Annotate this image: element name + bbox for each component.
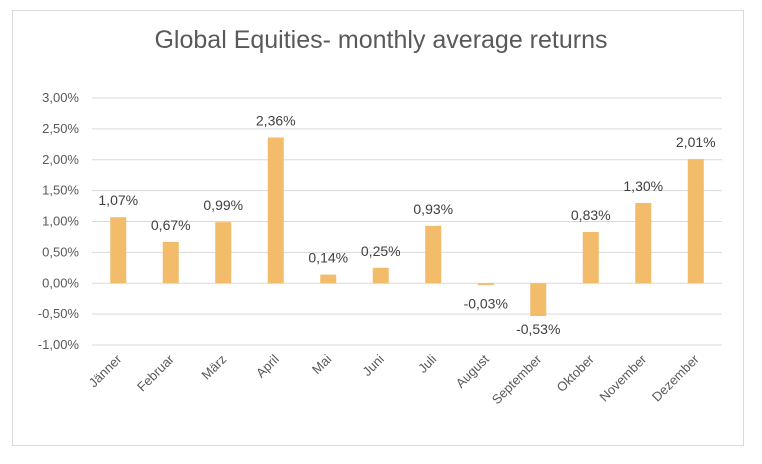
y-tick-label: 3,00% — [42, 90, 79, 105]
y-axis-tick-labels: 3,00% 2,50% 2,00% 1,50% 1,00% 0,50% 0,00% -0,50… — [38, 90, 80, 352]
x-category-label: November — [596, 351, 649, 404]
data-label: 0,83% — [571, 207, 611, 223]
x-category-label: August — [453, 351, 492, 390]
chart-frame — [12, 10, 744, 446]
x-category-label: Juni — [359, 351, 387, 379]
x-category-label: September — [489, 351, 545, 407]
x-category-label: Jänner — [86, 351, 125, 390]
data-label: 0,25% — [361, 243, 401, 259]
x-category-label: März — [198, 352, 229, 383]
x-category-label: Oktober — [554, 351, 598, 395]
bar — [110, 217, 127, 284]
data-label: 2,01% — [676, 134, 716, 150]
bar — [635, 202, 652, 284]
bars — [110, 137, 704, 316]
gridlines — [92, 97, 722, 346]
bar — [215, 222, 232, 284]
bar — [372, 267, 389, 284]
x-category-label: Mai — [309, 351, 334, 376]
y-tick-label: 2,00% — [42, 152, 79, 167]
y-tick-label: 2,50% — [42, 121, 79, 136]
data-label: 0,67% — [151, 217, 191, 233]
bar — [477, 283, 494, 286]
y-tick-label: 1,00% — [42, 214, 79, 229]
y-tick-label: -0,50% — [38, 306, 80, 321]
x-axis-category-labels: Jänner Februar März April Mai Juni Juli AugustS… — [86, 351, 703, 407]
y-tick-label: 1,50% — [42, 183, 79, 198]
x-category-label: April — [253, 351, 282, 380]
data-label: 1,30% — [623, 178, 663, 194]
x-category-label: Juli — [415, 351, 439, 375]
bar — [162, 241, 179, 284]
data-label: -0,03% — [464, 295, 508, 311]
x-category-label: Dezember — [649, 351, 702, 404]
data-labels: 1,07% 0,67% 0,99% 2,36% 0,14% 0,25% 0,93% -0,03… — [98, 113, 715, 337]
y-tick-label: 0,50% — [42, 244, 79, 259]
y-tick-label: 0,00% — [42, 275, 79, 290]
data-label: 2,36% — [256, 113, 296, 129]
data-label: 0,93% — [413, 201, 453, 217]
bar — [687, 159, 704, 284]
bar — [530, 283, 547, 316]
x-category-label: Februar — [134, 351, 177, 394]
data-label: -0,53% — [516, 321, 560, 337]
data-label: 0,99% — [203, 197, 243, 213]
bar — [320, 274, 337, 284]
y-tick-label: -1,00% — [38, 337, 80, 352]
data-label: 1,07% — [98, 192, 138, 208]
data-label: 0,14% — [308, 250, 348, 266]
bar — [267, 137, 284, 284]
chart-title: Global Equities- monthly average returns — [154, 26, 608, 54]
bar — [582, 231, 599, 284]
bar — [425, 225, 442, 284]
